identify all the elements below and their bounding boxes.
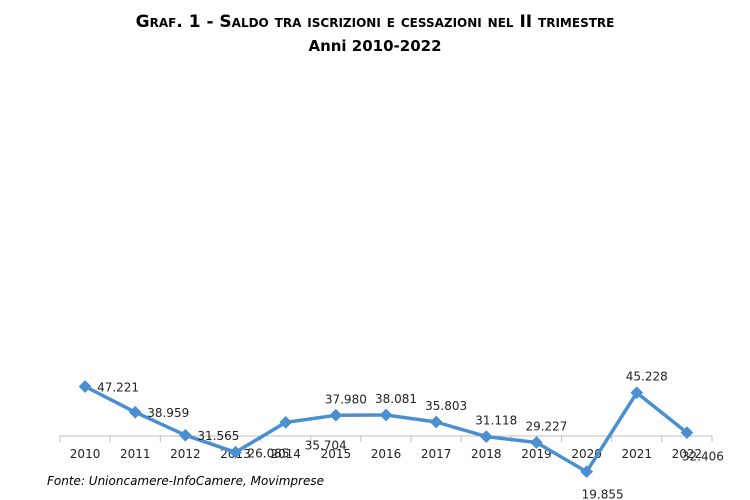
data-label: 47.221: [97, 381, 139, 395]
x-tick-label: 2017: [421, 447, 452, 461]
chart-subtitle: Anni 2010-2022: [308, 37, 442, 55]
data-label: 38.081: [375, 392, 417, 406]
data-point-marker: [179, 428, 192, 442]
x-tick-label: 2010: [70, 447, 101, 461]
data-point-marker: [479, 430, 493, 443]
data-label: 35.704: [305, 438, 347, 452]
data-point-marker: [379, 408, 393, 422]
data-point-marker: [128, 405, 142, 419]
x-axis-tick-labels: 2010201120122013201420152016201720182019…: [70, 447, 702, 461]
data-label: 31.118: [475, 414, 517, 428]
x-tick-label: 2021: [621, 447, 652, 461]
data-label: 19.855: [582, 488, 624, 500]
data-labels: 47.221 38.959 31.565 26.085 35.704 37.980 38.0…: [97, 370, 724, 500]
data-point-marker: [78, 380, 92, 393]
data-point-marker: [329, 408, 343, 422]
data-label: 45.228: [626, 370, 668, 384]
x-tick-label: 2011: [120, 447, 151, 461]
data-label: 38.959: [147, 406, 189, 420]
chart-title: Graf. 1 - Saldo tra iscrizioni e cessazi…: [135, 12, 615, 32]
x-tick-label: 2012: [170, 447, 201, 461]
data-point-marker: [429, 415, 443, 429]
source-note: Fonte: Unioncamere-InfoCamere, Movimpres…: [47, 474, 324, 488]
x-tick-label: 2022: [672, 447, 703, 461]
data-label: 35.803: [425, 399, 467, 413]
data-label: 37.980: [325, 392, 367, 406]
x-tick-label: 2018: [471, 447, 502, 461]
data-label: 29.227: [525, 420, 567, 434]
x-tick-label: 2015: [321, 447, 352, 461]
data-point-marker: [229, 445, 242, 459]
x-tick-label: 2019: [521, 447, 552, 461]
data-label: 31.565: [197, 429, 239, 443]
data-label: 32.406: [682, 450, 724, 464]
x-tick-label: 2016: [371, 447, 402, 461]
x-tick-label: 2014: [270, 447, 301, 461]
x-axis-ticks: [59, 436, 713, 442]
data-label: 26.085: [248, 446, 290, 460]
data-point-marker: [279, 415, 293, 429]
